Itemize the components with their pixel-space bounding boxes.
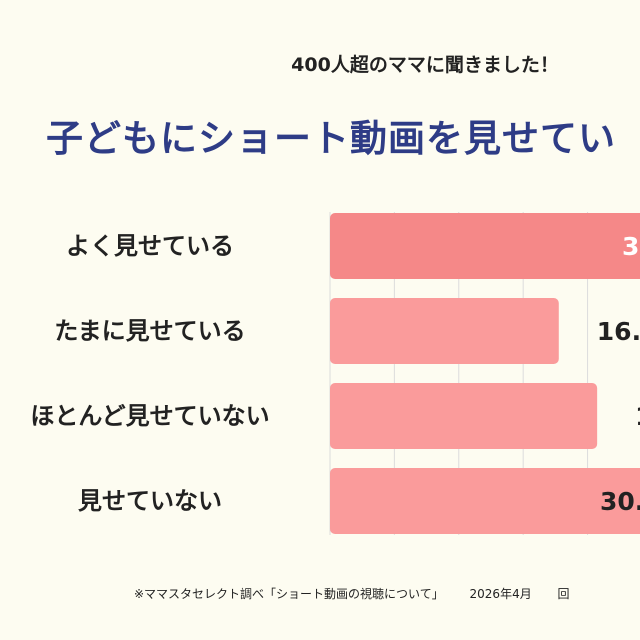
chart-subtitle: 400人超のママに聞きました！: [291, 54, 559, 76]
chart-title: 子どもにショート動画を見せてい: [46, 117, 616, 160]
bar-3: [330, 383, 598, 449]
footnote-extra: 回: [557, 587, 570, 601]
category-label: ほとんど見せていない: [30, 402, 270, 430]
value-label: 33: [622, 232, 640, 261]
bar-1: [330, 213, 640, 279]
category-label: よく見せている: [66, 232, 234, 260]
value-label: 16.7: [597, 317, 640, 346]
value-label: 19: [635, 402, 640, 431]
bar-2: [330, 298, 559, 364]
value-label: 30.: [600, 487, 640, 516]
survey-date: 2026年4月: [469, 587, 532, 601]
source-footnote: ※ママスタセレクト調べ「ショート動画の視聴について」 2026年4月 回: [134, 585, 592, 602]
category-label: 見せていない: [78, 487, 222, 515]
bar-4: [330, 468, 640, 534]
source-text: ※ママスタセレクト調べ「ショート動画の視聴について」: [134, 587, 444, 601]
category-label: たまに見せている: [54, 317, 246, 345]
